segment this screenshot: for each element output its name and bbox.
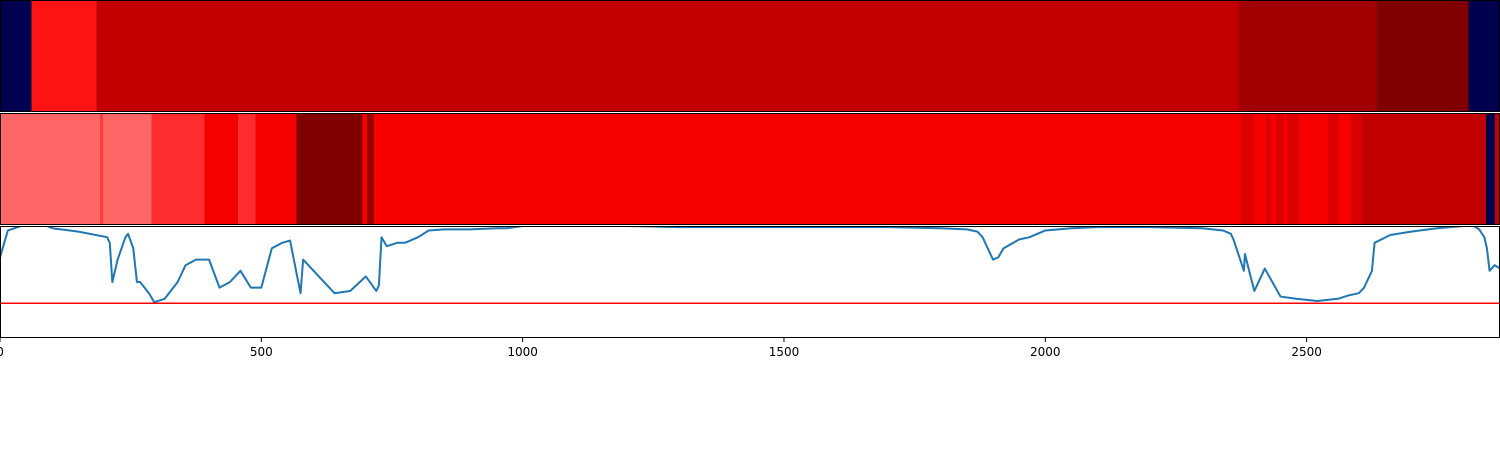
- heatmap-cell-2-0: [0, 113, 100, 225]
- heatmap-cell-2-18: [1298, 113, 1329, 225]
- heatmap-cell-1-4: [1377, 0, 1469, 112]
- heatmap-cell-2-13: [1265, 113, 1271, 225]
- heatmap-cell-2-2: [102, 113, 152, 225]
- line-plot-panel: 0 500 1000 1500 2000 2500: [0, 226, 1500, 359]
- heatmap-cell-2-15: [1275, 113, 1284, 225]
- heatmap-cell-1-5: [1468, 0, 1500, 112]
- x-tick-label-2000: 2000: [1030, 345, 1061, 359]
- heatmap-cell-2-11: [1240, 113, 1254, 225]
- heatmap-cell-2-24: [1494, 113, 1500, 225]
- x-tick-label-1000: 1000: [507, 345, 538, 359]
- heatmap-cell-2-21: [1350, 113, 1362, 225]
- heatmap-cell-2-23: [1485, 113, 1495, 225]
- heatmap-cell-2-22: [1361, 113, 1486, 225]
- x-tick-label-0: 0: [0, 345, 4, 359]
- heatmap-cell-1-2: [96, 0, 1239, 112]
- heatmap-cell-1-0: [0, 0, 32, 112]
- heatmap-cell-2-5: [237, 113, 256, 225]
- heatmap-cell-2-1: [99, 113, 103, 225]
- series-line: [0, 226, 1500, 304]
- x-tick-label-1500: 1500: [769, 345, 800, 359]
- heatmap-cell-1-3: [1238, 0, 1378, 112]
- heatmap-cell-2-14: [1270, 113, 1276, 225]
- x-tick-label-2500: 2500: [1291, 345, 1322, 359]
- heatmap-cell-2-8: [362, 113, 367, 225]
- line-panel-background: [0, 226, 1500, 338]
- heatmap-cell-2-12: [1253, 113, 1266, 225]
- x-tick-label-500: 500: [250, 345, 273, 359]
- heatmap-cell-2-19: [1328, 113, 1340, 225]
- heatmap-cell-2-4: [204, 113, 238, 225]
- heatmap-cell-2-10: [374, 113, 1241, 225]
- heatmap-cell-2-9: [366, 113, 375, 225]
- heatmap-cell-2-7: [296, 113, 363, 225]
- heatmap-cell-1-1: [31, 0, 97, 112]
- heatmap-cell-2-16: [1283, 113, 1287, 225]
- heatmap-panel-middle: [0, 113, 1500, 225]
- heatmap-panel-top: [0, 0, 1500, 112]
- heatmap-cell-2-20: [1339, 113, 1351, 225]
- heatmap-cell-2-3: [151, 113, 205, 225]
- heatmap-cell-2-17: [1286, 113, 1299, 225]
- heatmap-cell-2-6: [255, 113, 297, 225]
